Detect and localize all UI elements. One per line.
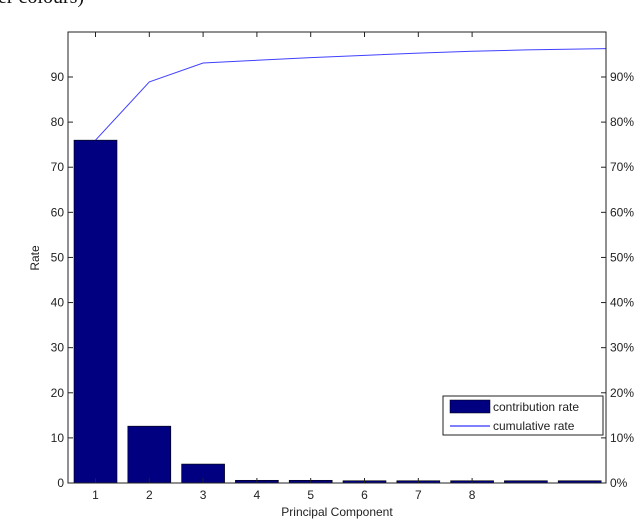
y-tick-label: 0 (57, 476, 64, 490)
legend-bar-swatch (449, 399, 491, 414)
y2-tick-label: 70% (610, 160, 634, 174)
y-axis-left: 0 10 20 30 40 50 60 70 80 90 (51, 70, 73, 490)
y2-tick-label: 20% (610, 386, 634, 400)
y2-tick-label: 0% (610, 476, 628, 490)
x-tick-label: 6 (361, 488, 368, 502)
y-tick-label: 70 (51, 160, 65, 174)
y2-tick-label: 60% (610, 205, 634, 219)
y2-tick-label: 40% (610, 296, 634, 310)
x-tick-label: 2 (146, 488, 153, 502)
y2-tick-label: 50% (610, 250, 634, 264)
y-axis-right: 0% 10% 20% 30% 40% 50% 60% 70% 80% 90% (601, 70, 634, 490)
legend: contribution rate cumulative rate (442, 395, 604, 436)
y-tick-label: 80 (51, 115, 65, 129)
caption-fragment: er colours) (0, 0, 84, 9)
y-tick-label: 40 (51, 296, 65, 310)
x-tick-label: 1 (92, 488, 99, 502)
y-tick-label: 90 (51, 70, 65, 84)
x-axis-label: Principal Component (281, 505, 393, 519)
bar-1 (73, 139, 118, 484)
x-tick-label: 7 (415, 488, 422, 502)
x-tick-label: 8 (469, 488, 476, 502)
y2-tick-label: 80% (610, 115, 634, 129)
y-tick-label: 60 (51, 205, 65, 219)
y-tick-label: 50 (51, 250, 65, 264)
legend-label-cumulative: cumulative rate (493, 419, 575, 433)
x-tick-label: 4 (254, 488, 261, 502)
y2-tick-label: 10% (610, 431, 634, 445)
x-tick-label: 5 (307, 488, 314, 502)
y2-tick-label: 30% (610, 341, 634, 355)
legend-label-contribution: contribution rate (493, 400, 579, 414)
y-tick-label: 30 (51, 341, 65, 355)
cumulative-rate-line (95, 48, 607, 141)
y-tick-label: 20 (51, 386, 65, 400)
bar-2 (127, 425, 172, 484)
y-axis-label: Rate (28, 245, 42, 271)
y-tick-label: 10 (51, 431, 65, 445)
x-axis: 1 2 3 4 5 6 7 8 (92, 32, 476, 502)
y2-tick-label: 90% (610, 70, 634, 84)
x-tick-label: 3 (200, 488, 207, 502)
